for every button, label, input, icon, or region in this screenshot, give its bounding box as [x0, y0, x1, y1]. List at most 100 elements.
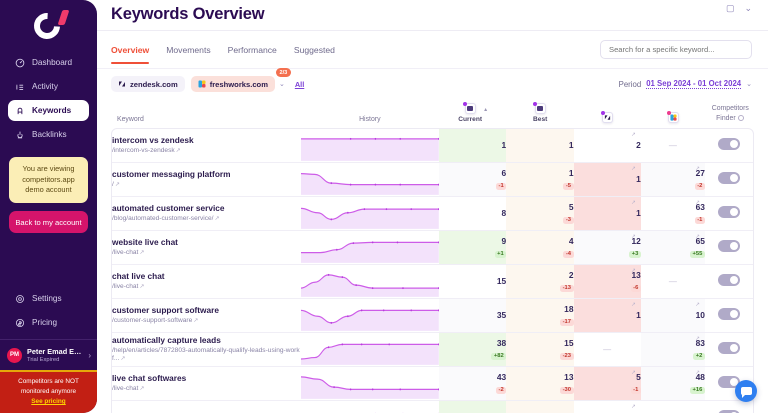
- best-rank-cell[interactable]: 1 -5: [506, 162, 574, 197]
- external-link-icon[interactable]: ↗: [631, 132, 636, 138]
- user-icon[interactable]: ⌄: [744, 3, 752, 13]
- competitors-finder-toggle[interactable]: [717, 308, 740, 320]
- tab-performance[interactable]: Performance: [227, 45, 277, 55]
- monitor-icon[interactable]: ▢: [725, 3, 735, 13]
- external-link-icon[interactable]: ↗: [631, 200, 636, 206]
- zendesk-rank-cell[interactable]: ↗ 13 -6: [573, 264, 641, 299]
- external-link-icon[interactable]: ↗: [120, 356, 126, 363]
- current-rank-cell[interactable]: 43 -2: [438, 366, 507, 401]
- col-header-keyword[interactable]: Keyword: [117, 116, 144, 123]
- chevron-down-icon[interactable]: ⌄: [278, 81, 285, 88]
- keyword-cell[interactable]: automated customer service /blog/automat…: [112, 196, 302, 231]
- external-link-icon[interactable]: ↗: [631, 166, 636, 172]
- competitors-finder-cell[interactable]: [704, 332, 753, 367]
- info-icon[interactable]: [737, 114, 744, 121]
- freshworks-rank-cell[interactable]: —: [640, 129, 705, 163]
- current-rank-cell[interactable]: 54: [438, 400, 507, 413]
- col-header-current[interactable]: Current ▴: [439, 99, 507, 128]
- period-value[interactable]: 01 Sep 2024 - 01 Oct 2024: [646, 79, 742, 89]
- table-row[interactable]: automated customer service /blog/automat…: [112, 196, 753, 231]
- competitors-finder-cell[interactable]: [704, 366, 753, 401]
- keyword-url[interactable]: /live-chat↗: [112, 385, 145, 393]
- keyword-url[interactable]: /live-chat↗: [112, 283, 145, 291]
- search-input[interactable]: [600, 40, 752, 59]
- external-link-icon[interactable]: ↗: [631, 404, 636, 410]
- zendesk-rank-cell[interactable]: ↗ 12 +3: [573, 230, 641, 265]
- sidebar-item-backlinks[interactable]: Backlinks: [8, 124, 89, 145]
- zendesk-rank-cell[interactable]: ↗ 1: [573, 196, 641, 231]
- col-header-best[interactable]: Best: [506, 99, 574, 128]
- zendesk-rank-cell[interactable]: —: [573, 332, 641, 367]
- external-link-icon[interactable]: ↗: [695, 336, 700, 342]
- tab-movements[interactable]: Movements: [166, 45, 211, 55]
- keyword-cell[interactable]: chatbot ai: [112, 401, 301, 413]
- external-link-icon[interactable]: ↗: [214, 216, 220, 223]
- external-link-icon[interactable]: ↗: [139, 386, 145, 393]
- external-link-icon[interactable]: ↗: [175, 148, 181, 155]
- competitors-finder-cell[interactable]: [704, 196, 753, 231]
- external-link-icon[interactable]: ↗: [695, 370, 700, 376]
- external-link-icon[interactable]: ↗: [631, 234, 636, 240]
- competitors-finder-toggle[interactable]: [717, 410, 740, 413]
- keyword-cell[interactable]: intercom vs zendesk /intercom-vs-zendesk…: [112, 129, 302, 163]
- freshworks-rank-cell[interactable]: ↗ 48 +16: [640, 366, 705, 401]
- best-rank-cell[interactable]: 13 -30: [506, 366, 574, 401]
- col-header-freshworks[interactable]: [641, 99, 705, 128]
- current-rank-cell[interactable]: 38 +82: [438, 332, 507, 367]
- current-rank-cell[interactable]: 1: [438, 129, 507, 163]
- competitors-finder-cell[interactable]: [704, 298, 753, 333]
- freshworks-rank-cell[interactable]: ↗ 63 -1: [640, 196, 705, 231]
- best-rank-cell[interactable]: 4 -4: [506, 230, 574, 265]
- external-link-icon[interactable]: ↗: [695, 234, 700, 240]
- freshworks-rank-cell[interactable]: ↗ 10: [640, 298, 705, 333]
- col-header-zendesk[interactable]: [574, 99, 642, 128]
- keyword-cell[interactable]: customer support software /customer-supp…: [112, 298, 302, 333]
- keyword-url[interactable]: /blog/automated-customer-service/↗: [112, 215, 220, 223]
- competitors-finder-toggle[interactable]: [717, 342, 740, 354]
- freshworks-rank-cell[interactable]: —: [640, 400, 705, 413]
- best-rank-cell[interactable]: 15 -23: [506, 332, 574, 367]
- external-link-icon[interactable]: ↗: [193, 318, 199, 325]
- external-link-icon[interactable]: ↗: [695, 302, 700, 308]
- table-row[interactable]: customer support software /customer-supp…: [112, 298, 753, 333]
- table-row[interactable]: intercom vs zendesk /intercom-vs-zendesk…: [112, 129, 753, 163]
- competitors-finder-cell[interactable]: [704, 162, 753, 197]
- current-rank-cell[interactable]: 15: [438, 264, 507, 299]
- zendesk-rank-cell[interactable]: ↗ 1: [573, 298, 641, 333]
- external-link-icon[interactable]: ↗: [631, 370, 636, 376]
- keyword-url[interactable]: /intercom-vs-zendesk↗: [112, 147, 181, 155]
- current-rank-cell[interactable]: 8: [438, 196, 507, 231]
- keyword-url[interactable]: /customer-support-software↗: [112, 317, 199, 325]
- tab-suggested[interactable]: Suggested: [293, 45, 335, 55]
- current-rank-cell[interactable]: 35: [438, 298, 507, 333]
- all-domains-link[interactable]: All: [294, 79, 305, 89]
- table-row[interactable]: chat live chat /live-chat↗ 15 2 -13 ↗ 13 -6…: [112, 264, 753, 299]
- see-pricing-link[interactable]: See pricing: [31, 398, 66, 406]
- freshworks-rank-cell[interactable]: ↗ 27 -2: [640, 162, 705, 197]
- external-link-icon[interactable]: ↗: [114, 182, 120, 189]
- keyword-cell[interactable]: chat live chat /live-chat↗: [112, 264, 302, 299]
- freshworks-rank-cell[interactable]: ↗ 83 +2: [640, 332, 705, 367]
- zendesk-rank-cell[interactable]: ↗ 1: [573, 162, 641, 197]
- best-rank-cell[interactable]: 1: [506, 129, 574, 163]
- competitors-finder-toggle[interactable]: [717, 240, 740, 252]
- period-selector[interactable]: Period 01 Sep 2024 - 01 Oct 2024 ⌄: [619, 79, 752, 89]
- competitors-finder-cell[interactable]: [704, 264, 753, 299]
- best-rank-cell[interactable]: 18 -17: [506, 298, 574, 333]
- current-rank-cell[interactable]: 6 -1: [438, 162, 507, 197]
- external-link-icon[interactable]: ↗: [139, 250, 145, 257]
- user-account-row[interactable]: PM Peter Emad Ezza... Trial Expired ›: [0, 339, 97, 370]
- chat-bubble-icon[interactable]: [735, 380, 757, 402]
- best-rank-cell[interactable]: 2 -13: [506, 264, 574, 299]
- back-to-my-account-button[interactable]: Back to my account: [9, 211, 88, 234]
- best-rank-cell[interactable]: 5 -3: [506, 196, 574, 231]
- external-link-icon[interactable]: ↗: [631, 302, 636, 308]
- external-link-icon[interactable]: ↗: [695, 166, 700, 172]
- competitors-finder-cell[interactable]: [705, 401, 753, 413]
- freshworks-rank-cell[interactable]: ↗ 65 +55: [640, 230, 705, 265]
- table-row[interactable]: live chat softwares /live-chat↗ 43 -2 13 -…: [112, 366, 753, 401]
- competitors-finder-toggle[interactable]: [717, 274, 740, 286]
- keyword-cell[interactable]: customer messaging platform /↗: [112, 162, 302, 197]
- competitors-finder-toggle[interactable]: [717, 138, 740, 150]
- competitors-finder-cell[interactable]: [704, 129, 753, 163]
